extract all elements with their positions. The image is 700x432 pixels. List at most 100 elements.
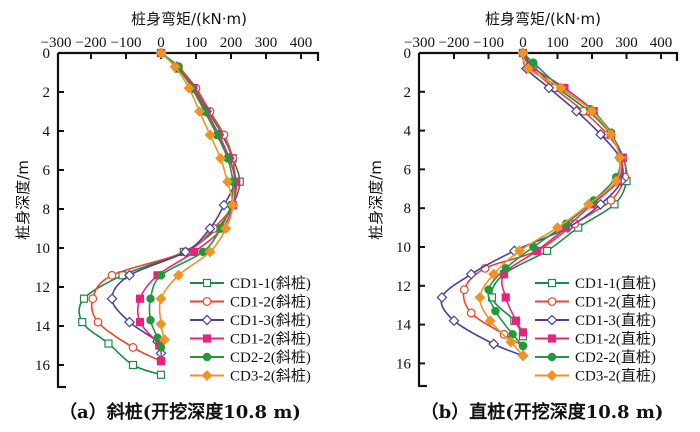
data-point (501, 293, 510, 302)
data-point (517, 350, 529, 362)
y-axis-title: 桩身深度/m (14, 160, 32, 240)
legend: CD1-1(斜桩)CD1-2(斜桩)CD1-3(斜桩)CD1-2(斜桩)CD2-… (190, 275, 311, 385)
data-point (522, 63, 534, 74)
x-tick-label: 300 (615, 35, 638, 51)
legend-item: CD1-1(直桩) (535, 275, 656, 292)
data-point (156, 357, 166, 366)
legend-item: CD2-2(斜桩) (190, 349, 311, 366)
data-point (543, 82, 555, 94)
data-point (204, 129, 216, 141)
y-tick-label: 8 (404, 201, 412, 217)
y-tick-label: 4 (404, 124, 412, 140)
x-tick-label: 100 (185, 35, 208, 51)
data-point (220, 223, 232, 234)
panel-caption: （b）直桩(开挖深度10.8 m) (421, 401, 664, 423)
legend-item: CD1-1(斜桩) (190, 275, 311, 292)
series-6 (474, 47, 626, 362)
data-point (505, 336, 517, 348)
legend-marker (546, 314, 558, 326)
y-axis-title: 桩身深度/m (367, 160, 385, 240)
data-point (465, 268, 477, 280)
x-tick-label: 400 (290, 35, 313, 51)
legend-marker (547, 334, 557, 343)
series-line (148, 52, 234, 348)
data-point (501, 264, 510, 273)
data-point (595, 129, 607, 140)
data-point (586, 105, 598, 117)
y-tick-label: 14 (35, 319, 51, 335)
x-tick-label: 300 (255, 35, 278, 51)
data-point (517, 47, 529, 59)
data-point (518, 341, 528, 351)
legend-item: CD1-2(直桩) (535, 294, 656, 311)
legend-label: CD1-2(斜桩) (230, 294, 311, 311)
data-point (459, 285, 469, 295)
x-tick-label: −300 (41, 35, 72, 51)
data-point (488, 338, 500, 350)
y-tick-label: 0 (43, 46, 51, 62)
x-tick-label: 0 (157, 35, 165, 51)
data-point (606, 196, 616, 205)
y-tick-label: 16 (35, 358, 51, 374)
data-point (156, 343, 166, 352)
data-point (222, 176, 233, 188)
data-point (218, 199, 230, 211)
y-tick-label: 4 (43, 124, 51, 140)
data-point (583, 198, 594, 210)
y-tick-label: 6 (43, 163, 51, 179)
data-point (610, 175, 622, 187)
y-tick-label: 2 (43, 85, 51, 101)
legend-marker (202, 334, 212, 343)
data-point (204, 246, 216, 258)
x-axis-title: 桩身弯矩/(kN·m) (131, 10, 247, 28)
data-point (488, 268, 500, 280)
data-point (135, 318, 145, 327)
data-point (552, 222, 563, 234)
legend-item: CD3-2(斜桩) (190, 368, 311, 385)
data-point (514, 245, 525, 257)
data-point (104, 339, 113, 348)
data-point (78, 318, 87, 327)
legend-item: CD1-2(斜桩) (190, 331, 311, 348)
y-tick-label: 12 (35, 280, 50, 296)
data-point (156, 370, 166, 379)
data-point (529, 242, 538, 252)
data-point (448, 315, 460, 327)
data-point (159, 334, 170, 346)
legend-label: CD1-2(斜桩) (230, 331, 311, 348)
data-point (543, 246, 552, 255)
legend-label: CD1-1(直桩) (575, 275, 656, 292)
y-tick-label: 12 (396, 279, 411, 295)
data-point (124, 269, 135, 281)
legend-marker (547, 297, 557, 306)
series-line (90, 52, 236, 362)
x-tick-label: 200 (581, 35, 604, 51)
legend-item: CD2-2(直桩) (535, 349, 656, 366)
data-point (155, 318, 167, 330)
data-point (180, 246, 191, 258)
legend-label: CD3-2(斜桩) (230, 368, 311, 385)
x-axis-title: 桩身弯矩/(kN·m) (485, 10, 601, 28)
x-tick-label: 200 (220, 35, 243, 51)
data-point (484, 285, 493, 294)
legend-label: CD2-2(斜桩) (230, 349, 311, 366)
chart-panel-b: 桩身弯矩/(kN·m)桩身深度/m−300 −200 −100 0 100 200 300 4… (367, 10, 679, 423)
data-point (155, 293, 167, 305)
data-point (190, 247, 199, 256)
legend-label: CD2-2(直桩) (575, 349, 656, 366)
data-point (173, 269, 184, 281)
data-point (511, 316, 521, 325)
legend-label: CD1-3(斜桩) (230, 312, 311, 329)
y-tick-label: 2 (404, 85, 412, 101)
series-2 (88, 48, 239, 366)
series-6 (155, 47, 239, 346)
y-tick-label: 0 (404, 46, 412, 62)
legend-item: CD1-3(斜桩) (190, 312, 311, 329)
data-point (135, 294, 145, 303)
y-tick-label: 14 (396, 318, 412, 334)
legend-label: CD1-2(直桩) (575, 331, 656, 348)
legend-marker (547, 352, 557, 362)
y-tick-label: 8 (43, 202, 51, 218)
legend-marker (547, 278, 557, 288)
